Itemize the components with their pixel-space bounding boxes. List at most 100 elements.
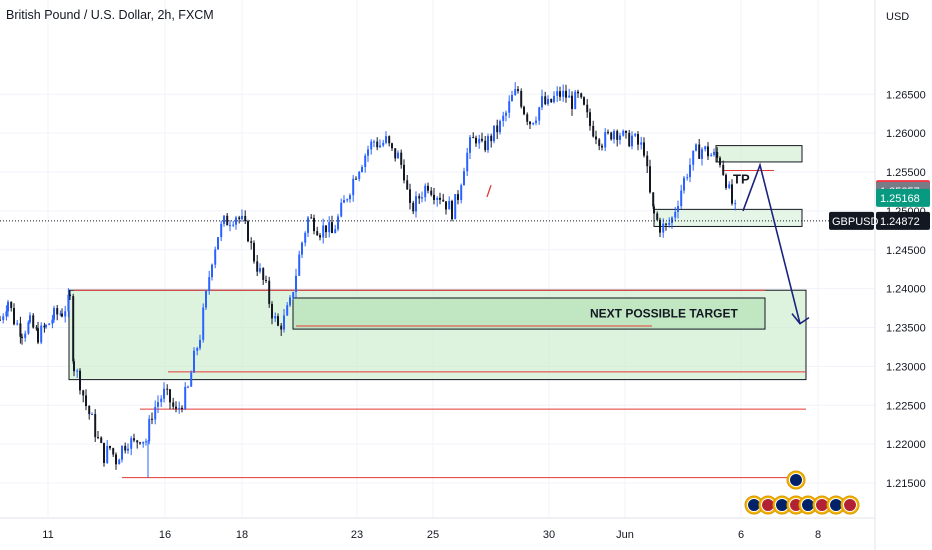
y-tick-label: 1.22500 [886, 400, 926, 412]
symbol-tag [829, 211, 874, 230]
tp-label: TP [733, 172, 750, 187]
candle-body [250, 241, 253, 243]
candle-body [406, 180, 409, 190]
candle-body [662, 223, 665, 233]
candle-body [157, 402, 159, 407]
candle-body [289, 297, 291, 306]
candle-body [427, 185, 429, 191]
candle-body [37, 328, 39, 343]
x-tick-label: 11 [42, 529, 53, 541]
candle-body [559, 91, 561, 97]
candle-body [73, 361, 75, 372]
candle-body [622, 130, 625, 136]
candle-body [668, 222, 671, 225]
candle-body [695, 144, 697, 151]
candle-body [674, 211, 677, 218]
y-tick-label: 1.23000 [886, 361, 926, 373]
y-tick-label: 1.24500 [886, 245, 926, 257]
candle-body [166, 388, 169, 390]
candle-body [731, 184, 733, 204]
candle-body [145, 441, 147, 443]
candle-body [625, 130, 627, 133]
flag-emblem [789, 473, 803, 487]
x-tick-label: Jun [616, 529, 634, 541]
candle-body [436, 197, 439, 200]
candle-body [481, 138, 483, 141]
candle-body [376, 141, 379, 148]
candle-body [27, 322, 30, 334]
candle-body [448, 200, 451, 210]
candle-body [292, 292, 295, 298]
candle-body [72, 296, 75, 362]
candle-body [619, 135, 621, 140]
candle-body [298, 254, 301, 276]
candle-body [358, 171, 361, 180]
candle-body [403, 164, 405, 181]
candle-body [722, 164, 725, 175]
candle-body [592, 125, 595, 137]
candle-body [295, 275, 297, 293]
y-tick-label: 1.23500 [886, 323, 926, 335]
upper-target-box [715, 145, 803, 163]
candle-body [487, 135, 489, 151]
candle-body [364, 155, 367, 168]
candle-body [142, 441, 145, 444]
candle-body [520, 90, 523, 107]
candle-body [382, 142, 385, 146]
candle-body [707, 146, 709, 157]
candle-body [692, 150, 695, 165]
candle-body [259, 268, 261, 272]
candle-body [48, 323, 51, 325]
candle-body [115, 454, 117, 465]
candle-body [211, 264, 213, 278]
candle-body [550, 98, 553, 103]
candle-body [370, 141, 373, 150]
candle-body [379, 145, 381, 148]
candle-body [169, 389, 171, 403]
candle-body [217, 237, 219, 250]
x-tick-label: 23 [351, 529, 363, 541]
candle-body [418, 196, 421, 199]
candle-body [394, 148, 397, 159]
price-badge-label: 1.25168 [880, 193, 920, 205]
candle-body [568, 95, 571, 98]
candle-body [69, 294, 71, 297]
candle-body [613, 131, 615, 140]
candle-body [553, 95, 555, 103]
candle-body [346, 199, 349, 201]
next-target-box [292, 297, 766, 330]
candle-body [118, 459, 121, 465]
candle-body [544, 96, 547, 105]
candle-body [604, 132, 607, 148]
candle-body [76, 370, 79, 372]
candle-body [256, 261, 259, 272]
candle-body [517, 89, 519, 91]
candle-body [61, 313, 63, 317]
candle-body [268, 280, 271, 304]
candle-body [719, 157, 721, 165]
candle-body [274, 316, 277, 319]
candle-body [67, 294, 70, 312]
candle-body [271, 303, 273, 319]
candle-body [64, 311, 67, 317]
candle-body [103, 442, 105, 463]
candle-body [541, 96, 543, 108]
arrow-head [791, 313, 810, 325]
candle-body [199, 339, 201, 349]
candle-body [640, 142, 643, 145]
candle-body [106, 446, 109, 463]
candle-body [7, 301, 9, 312]
candle-body [79, 370, 81, 391]
candle-body [13, 307, 15, 325]
x-tick-label: 18 [236, 529, 248, 541]
candle-body [511, 95, 513, 102]
candle-body [565, 90, 567, 98]
candle-body [100, 437, 103, 443]
candle-body [0, 319, 1, 321]
candle-body [148, 418, 151, 442]
candle-body [24, 333, 27, 338]
candle-body [94, 414, 97, 438]
candle-body [523, 106, 525, 115]
candle-body [532, 122, 535, 125]
